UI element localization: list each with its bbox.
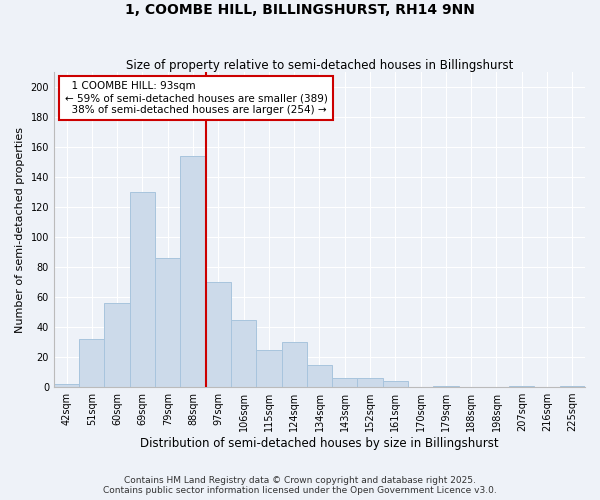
Bar bbox=[307, 364, 332, 387]
X-axis label: Distribution of semi-detached houses by size in Billingshurst: Distribution of semi-detached houses by … bbox=[140, 437, 499, 450]
Bar bbox=[231, 320, 256, 387]
Bar bbox=[281, 342, 307, 387]
Bar bbox=[155, 258, 181, 387]
Text: Contains HM Land Registry data © Crown copyright and database right 2025.
Contai: Contains HM Land Registry data © Crown c… bbox=[103, 476, 497, 495]
Bar bbox=[383, 381, 408, 387]
Bar bbox=[181, 156, 206, 387]
Bar bbox=[130, 192, 155, 387]
Bar bbox=[509, 386, 535, 387]
Bar bbox=[79, 339, 104, 387]
Bar bbox=[206, 282, 231, 387]
Bar bbox=[256, 350, 281, 387]
Bar bbox=[560, 386, 585, 387]
Bar bbox=[433, 386, 458, 387]
Text: 1, COOMBE HILL, BILLINGSHURST, RH14 9NN: 1, COOMBE HILL, BILLINGSHURST, RH14 9NN bbox=[125, 2, 475, 16]
Text: 1 COOMBE HILL: 93sqm
← 59% of semi-detached houses are smaller (389)
  38% of se: 1 COOMBE HILL: 93sqm ← 59% of semi-detac… bbox=[65, 82, 328, 114]
Title: Size of property relative to semi-detached houses in Billingshurst: Size of property relative to semi-detach… bbox=[126, 59, 513, 72]
Bar bbox=[332, 378, 358, 387]
Bar bbox=[104, 303, 130, 387]
Bar bbox=[54, 384, 79, 387]
Bar bbox=[358, 378, 383, 387]
Y-axis label: Number of semi-detached properties: Number of semi-detached properties bbox=[15, 126, 25, 332]
